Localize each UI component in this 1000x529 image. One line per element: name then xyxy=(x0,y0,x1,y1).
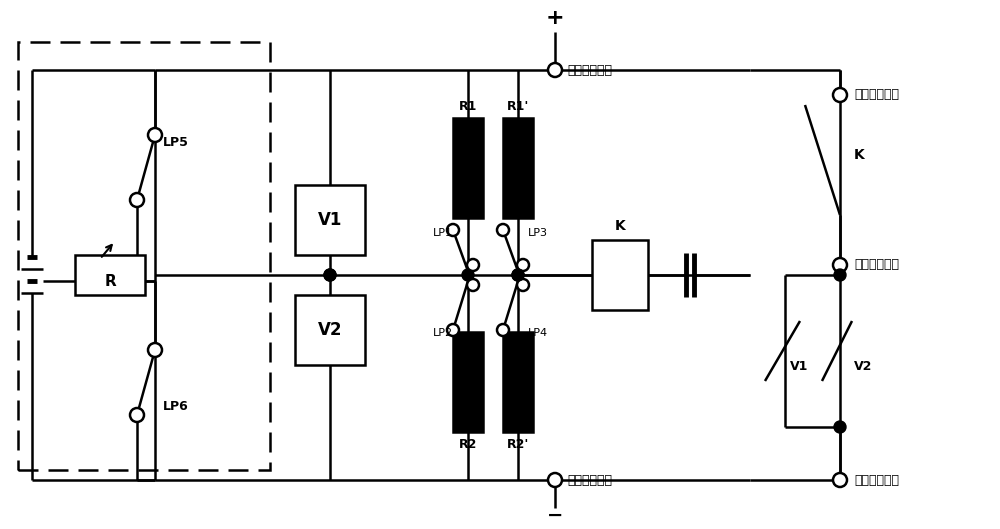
Circle shape xyxy=(512,269,524,281)
Text: 正极接线端子: 正极接线端子 xyxy=(567,63,612,77)
Text: −: − xyxy=(547,506,563,524)
Circle shape xyxy=(130,193,144,207)
Bar xyxy=(453,118,483,218)
Text: LP6: LP6 xyxy=(163,400,189,414)
Text: K: K xyxy=(615,219,625,233)
Circle shape xyxy=(447,324,459,336)
Bar xyxy=(592,240,648,310)
Circle shape xyxy=(512,269,524,281)
Circle shape xyxy=(497,324,509,336)
Circle shape xyxy=(517,279,529,291)
Text: R2': R2' xyxy=(507,437,529,451)
Bar xyxy=(503,332,533,432)
Circle shape xyxy=(833,88,847,102)
Circle shape xyxy=(548,63,562,77)
Circle shape xyxy=(324,269,336,281)
Circle shape xyxy=(462,269,474,281)
Text: V2: V2 xyxy=(854,360,872,372)
Bar xyxy=(75,255,145,295)
Text: R2: R2 xyxy=(459,437,477,451)
Circle shape xyxy=(834,421,846,433)
Text: R1: R1 xyxy=(459,99,477,113)
Circle shape xyxy=(834,269,846,281)
Text: 信号接线端孓: 信号接线端孓 xyxy=(854,88,899,102)
Circle shape xyxy=(324,269,336,281)
Circle shape xyxy=(497,224,509,236)
Circle shape xyxy=(517,259,529,271)
Circle shape xyxy=(447,224,459,236)
Text: LP3: LP3 xyxy=(528,228,548,238)
Text: 信号接线端孒: 信号接线端孒 xyxy=(854,259,899,271)
Text: R1': R1' xyxy=(507,99,529,113)
Bar xyxy=(295,295,365,365)
Text: LP1: LP1 xyxy=(433,228,453,238)
Text: R: R xyxy=(104,273,116,288)
Text: LP5: LP5 xyxy=(163,136,189,150)
Text: V2: V2 xyxy=(318,321,342,339)
Text: LP2: LP2 xyxy=(433,328,453,338)
Text: K: K xyxy=(854,148,865,162)
Text: LP4: LP4 xyxy=(528,328,548,338)
Bar xyxy=(503,118,533,218)
Circle shape xyxy=(833,473,847,487)
Text: +: + xyxy=(546,8,564,28)
Circle shape xyxy=(467,279,479,291)
Circle shape xyxy=(148,128,162,142)
Bar xyxy=(18,42,270,470)
Text: V1: V1 xyxy=(318,211,342,229)
Bar xyxy=(453,332,483,432)
Text: 信号接线端孑: 信号接线端孑 xyxy=(854,473,899,487)
Circle shape xyxy=(833,258,847,272)
Bar xyxy=(295,185,365,255)
Circle shape xyxy=(130,408,144,422)
Text: 负极接线端子: 负极接线端子 xyxy=(567,473,612,487)
Circle shape xyxy=(548,473,562,487)
Text: V1: V1 xyxy=(790,360,808,372)
Circle shape xyxy=(148,343,162,357)
Circle shape xyxy=(467,259,479,271)
